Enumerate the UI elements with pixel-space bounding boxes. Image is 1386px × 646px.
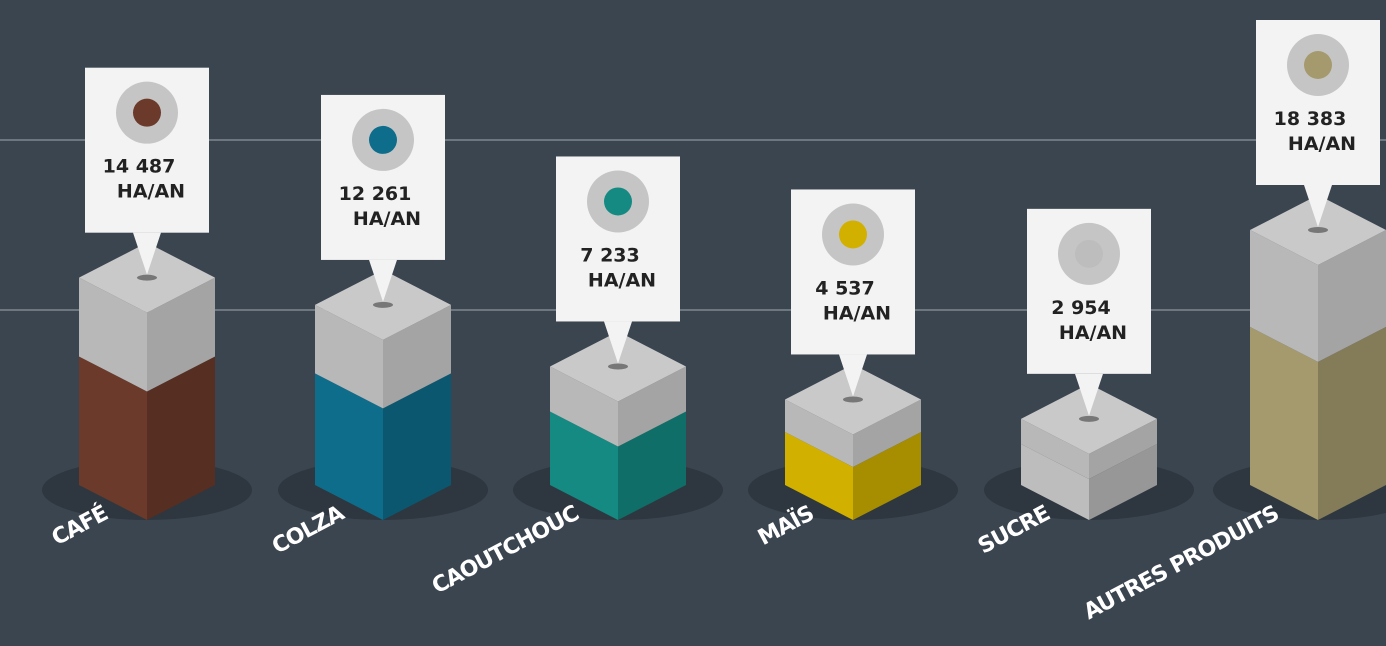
- bar-face-right: [147, 356, 215, 520]
- value-label: 18 383: [1274, 108, 1347, 130]
- callout-pointer: [839, 354, 867, 397]
- value-label: 4 537: [815, 277, 875, 299]
- bar: [79, 242, 215, 520]
- bar-face-right: [1318, 326, 1386, 520]
- pin: [373, 301, 393, 308]
- pin: [608, 363, 628, 370]
- bar-face-right: [618, 366, 686, 447]
- callout-pointer: [1304, 185, 1332, 227]
- pin: [843, 396, 863, 403]
- callout-pointer: [369, 259, 397, 302]
- bar-face-left: [1021, 418, 1089, 479]
- category-label: AUTRES PRODUITS: [1080, 501, 1283, 625]
- bar: [1021, 383, 1157, 520]
- bar-face-left: [785, 399, 853, 467]
- value-label: 14 487: [103, 156, 176, 178]
- callout-pointer: [133, 232, 161, 275]
- icon: [133, 98, 161, 127]
- unit-label: HA/AN: [1059, 322, 1127, 344]
- icon: [1304, 51, 1332, 79]
- bar-face-left: [79, 356, 147, 520]
- callout-pointer: [1075, 373, 1103, 416]
- bar: [315, 269, 451, 520]
- bar-face-right: [383, 373, 451, 520]
- unit-label: HA/AN: [117, 181, 185, 203]
- bar-face-right: [853, 431, 921, 520]
- bar: [1250, 195, 1386, 520]
- unit-label: HA/AN: [1288, 133, 1356, 155]
- bar-face-left: [550, 366, 618, 447]
- icon: [604, 187, 632, 216]
- pin: [1308, 227, 1328, 233]
- bar-face-left: [315, 373, 383, 520]
- bar-face-right: [1089, 418, 1157, 479]
- bar-face-left: [1021, 443, 1089, 520]
- unit-label: HA/AN: [588, 269, 656, 291]
- bar-face-left: [315, 304, 383, 409]
- unit-label: HA/AN: [353, 208, 421, 230]
- bar-face-left: [1250, 326, 1318, 520]
- bar-face-right: [618, 411, 686, 520]
- pin: [1079, 415, 1099, 422]
- bar-face-right: [1089, 443, 1157, 520]
- bar-face-left: [1250, 230, 1318, 362]
- value-label: 12 261: [339, 183, 412, 205]
- bar-face-right: [147, 277, 215, 392]
- category-label: CAOUTCHOUC: [428, 501, 583, 599]
- bar-face-right: [1318, 230, 1386, 362]
- value-label: 2 954: [1051, 297, 1111, 319]
- icon: [839, 220, 867, 249]
- value-label: 7 233: [580, 244, 640, 266]
- icon: [1075, 239, 1103, 268]
- bar-face-left: [550, 411, 618, 520]
- bar-face-left: [79, 277, 147, 392]
- bar-face-right: [383, 304, 451, 409]
- pin: [137, 274, 157, 281]
- bar-face-left: [785, 431, 853, 520]
- bar-face-right: [853, 399, 921, 467]
- unit-label: HA/AN: [823, 302, 891, 324]
- icon: [369, 125, 397, 154]
- callout-pointer: [604, 321, 632, 364]
